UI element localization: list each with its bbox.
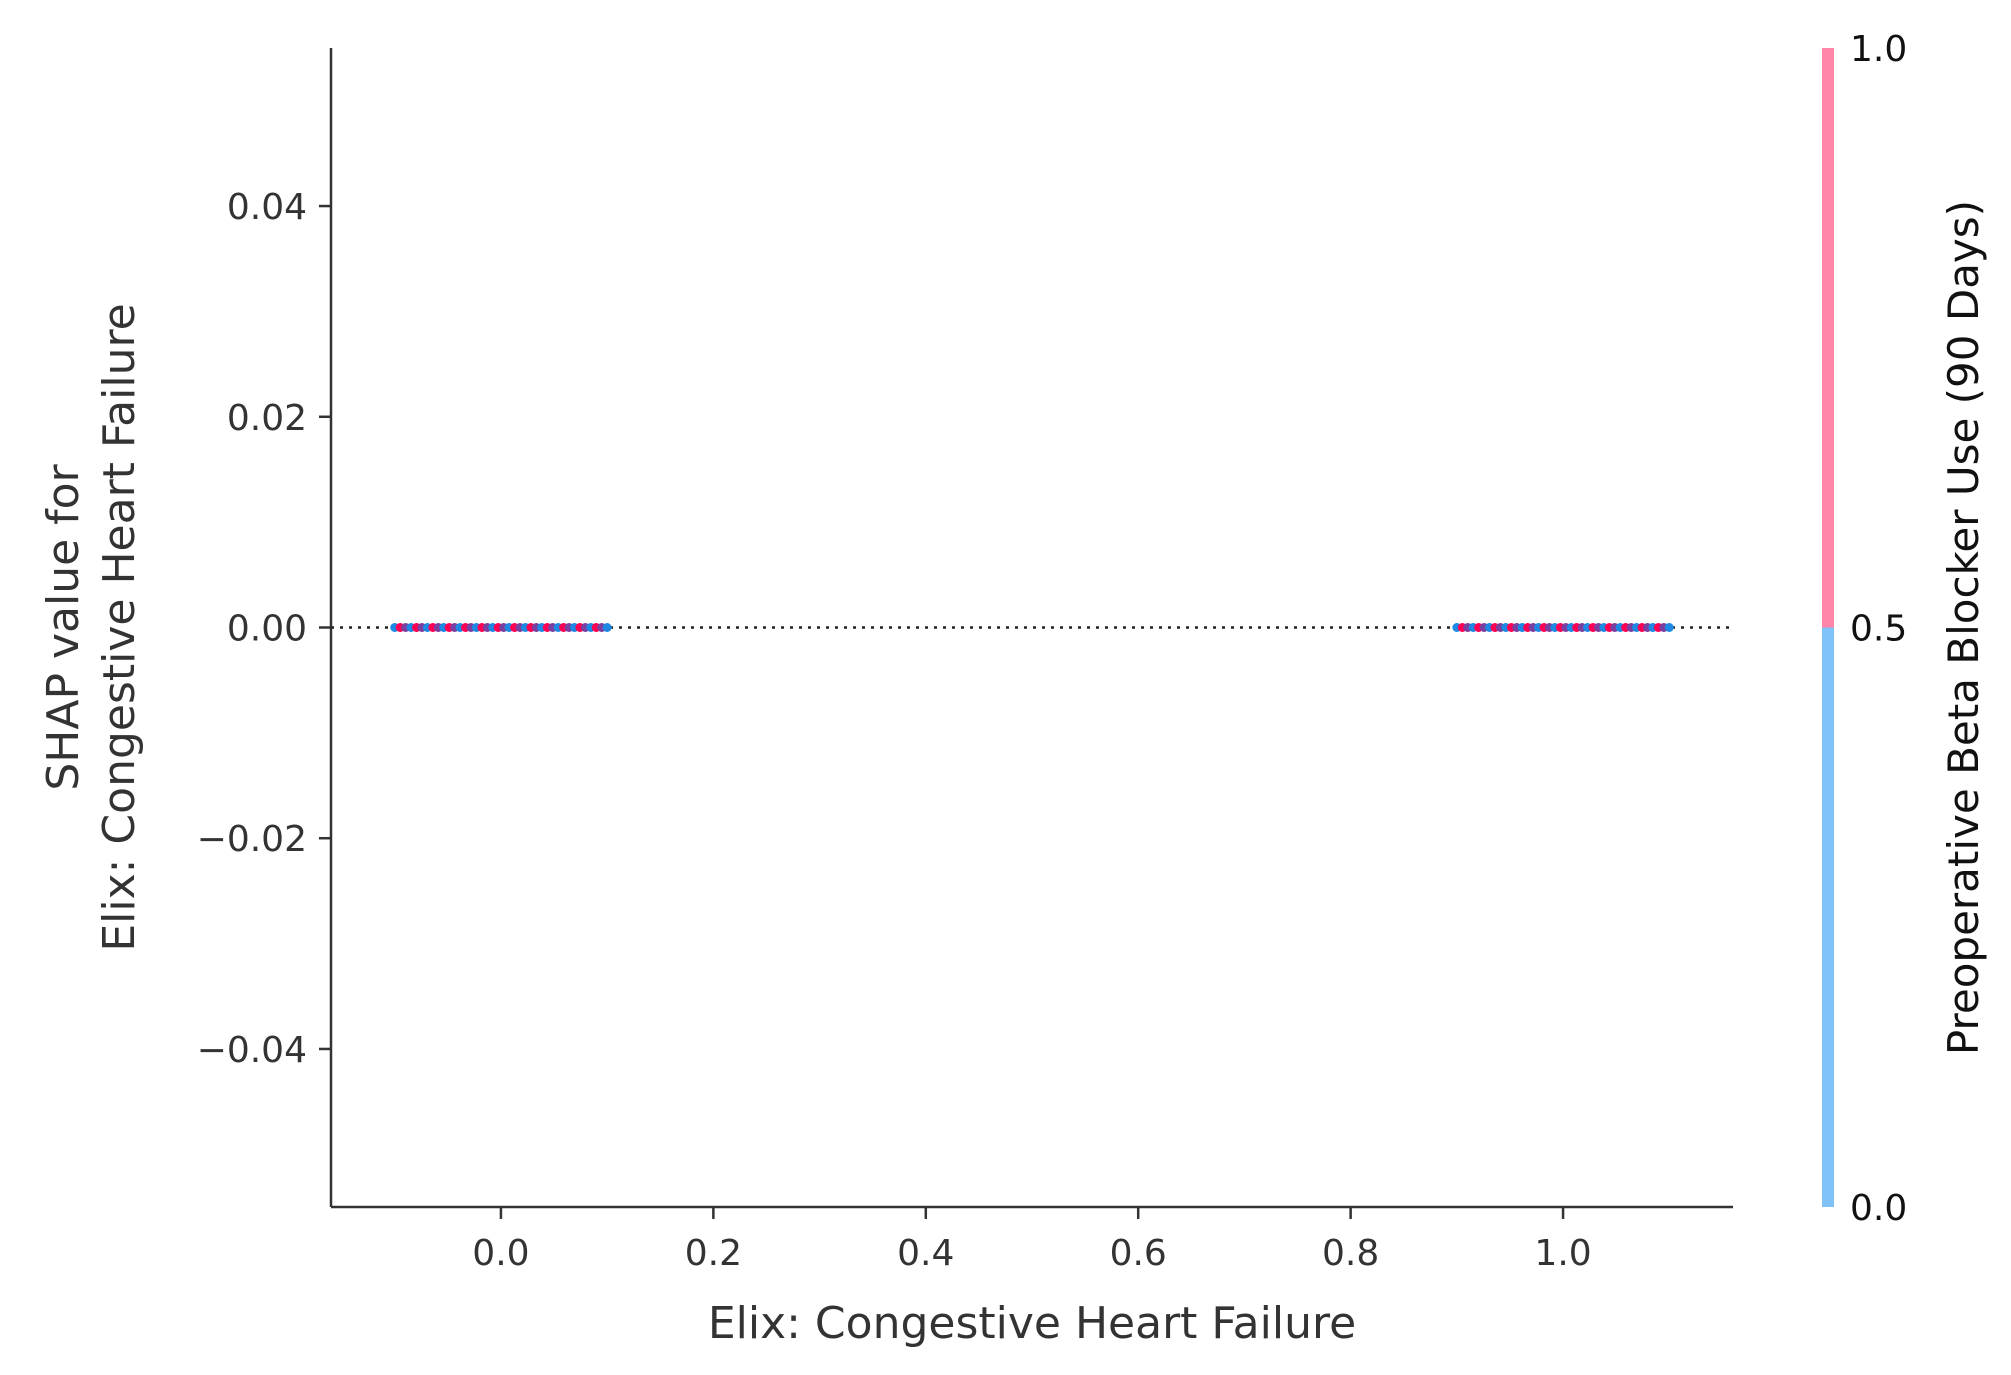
y-axis-title: SHAP value for Elix: Congestive Heart Fai… [38, 303, 145, 951]
y-tick-label: −0.02 [197, 819, 307, 860]
colorbar-tick-label: 0.5 [1850, 609, 1907, 650]
y-tick-label: 0.02 [227, 398, 307, 439]
plot-area: 0.04 0.02 0.00 −0.02 −0.04 0.0 0.2 0.4 0.6 0.8 1.0… [38, 48, 1733, 1349]
y-tick-label: 0.04 [227, 187, 307, 228]
scatter-cluster [390, 623, 612, 632]
colorbar: 0.0 0.5 1.0 Preoperative Beta Blocker Use (… [1822, 29, 1988, 1229]
y-tick-label: −0.04 [197, 1030, 307, 1071]
y-tick-label: 0.00 [227, 609, 307, 650]
colorbar-tick-label: 1.0 [1850, 29, 1907, 70]
scatter-cluster [1452, 623, 1674, 632]
x-tick-label: 0.4 [897, 1233, 954, 1274]
colorbar-high-segment [1822, 48, 1834, 628]
data-point [1664, 623, 1674, 632]
colorbar-low-segment [1822, 627, 1834, 1207]
x-tick-label: 0.6 [1110, 1233, 1167, 1274]
x-axis-title: Elix: Congestive Heart Failure [708, 1298, 1356, 1349]
colorbar-title: Preoperative Beta Blocker Use (90 Days) [1939, 200, 1988, 1055]
data-point [602, 623, 612, 632]
colorbar-tick-label: 0.0 [1850, 1188, 1907, 1229]
x-tick-label: 0.8 [1322, 1233, 1379, 1274]
x-tick-label: 0.0 [472, 1233, 529, 1274]
x-tick-label: 0.2 [685, 1233, 742, 1274]
x-tick-label: 1.0 [1534, 1233, 1591, 1274]
